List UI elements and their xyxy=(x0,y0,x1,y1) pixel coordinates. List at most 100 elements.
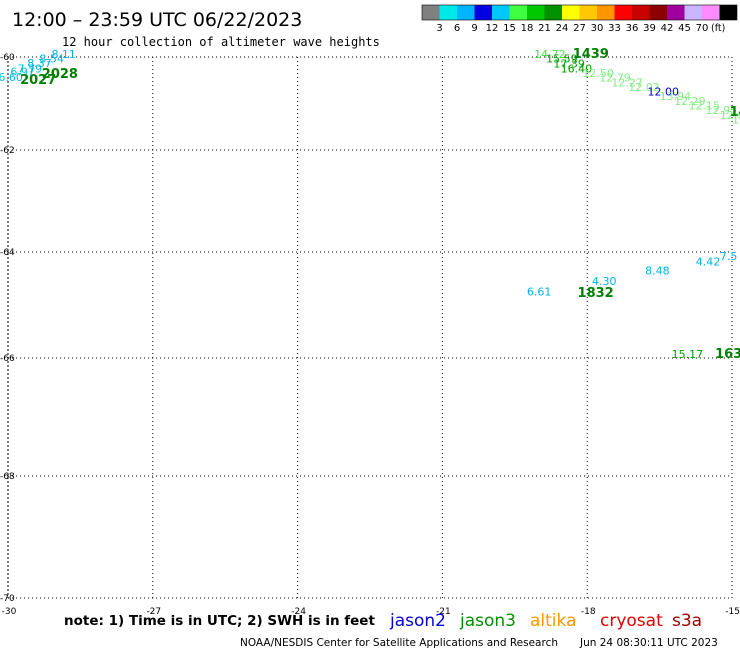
color-scale-label: 36 xyxy=(626,23,639,34)
color-scale-swatch xyxy=(719,5,737,20)
longitude-tick-label: -18 xyxy=(581,607,596,617)
wave-height-value: 17.39 xyxy=(553,58,585,71)
longitude-tick-label: -27 xyxy=(146,607,161,617)
color-scale-legend: 3 6 9 12 15 18 21 24 27 30 33 36 39 42 45 70 (ft) xyxy=(421,4,738,34)
wave-height-value: 12.00 xyxy=(648,86,680,99)
color-scale-swatch xyxy=(614,5,632,20)
color-scale-swatch xyxy=(527,5,545,20)
color-scale-swatch xyxy=(422,5,440,20)
latitude-tick-label: -60 xyxy=(0,53,15,63)
color-scale-swatch xyxy=(439,5,457,20)
color-scale-label: 24 xyxy=(556,23,569,34)
map-plot-area: -30 -27 -24 -21 -18 -15 -60 -62 -64 -66 -68 -70 8.… xyxy=(0,47,740,617)
wave-height-value: 6.60 xyxy=(0,71,23,84)
pass-time-label: 2028 xyxy=(42,67,78,82)
wave-height-value: 6.97 xyxy=(10,66,35,79)
color-scale-swatch xyxy=(492,5,510,20)
satellite-legend-entry: jason3 xyxy=(459,611,516,631)
map-title: 12:00 – 23:59 UTC 06/22/2023 xyxy=(12,9,302,31)
wave-height-value: 8.48 xyxy=(645,264,670,277)
pass-time-label: 2027 xyxy=(20,73,56,88)
latitude-tick-label: -70 xyxy=(0,594,15,604)
color-scale-swatch xyxy=(597,5,615,20)
wave-height-value: 12.79 xyxy=(599,72,631,85)
longitude-tick-label: -30 xyxy=(2,607,17,617)
satellite-legend-entry: cryosat xyxy=(600,611,663,631)
map-frame xyxy=(7,56,733,599)
satellite-legend-entry: altika xyxy=(530,611,577,631)
wave-height-value: 6.61 xyxy=(527,285,552,298)
color-scale-swatch xyxy=(649,5,667,20)
color-scale-swatch xyxy=(457,5,475,20)
color-scale-label: 45 xyxy=(678,23,691,34)
color-scale-swatch xyxy=(562,5,580,20)
color-scale-swatch xyxy=(544,5,562,20)
color-scale-label: 39 xyxy=(643,23,656,34)
wave-height-value: 12.02 xyxy=(628,81,660,94)
generated-timestamp: Jun 24 08:30:11 UTC 2023 xyxy=(579,637,718,649)
wave-height-value: 12.29 xyxy=(674,95,706,108)
satellite-legend-entry: s3a xyxy=(672,611,702,631)
wave-height-value: 15.17 xyxy=(672,348,704,361)
lat-lon-grid xyxy=(7,56,733,599)
color-scale-label: 18 xyxy=(521,23,534,34)
latitude-tick-labels: -60 -62 -64 -66 -68 -70 xyxy=(0,53,15,604)
longitude-tick-label: -15 xyxy=(725,607,740,617)
wave-height-value: 4.42 xyxy=(696,255,721,268)
latitude-tick-label: -64 xyxy=(0,248,15,258)
color-scale-label: 30 xyxy=(591,23,604,34)
wave-height-value: 4.30 xyxy=(592,275,617,288)
color-scale-swatch xyxy=(667,5,685,20)
map-subtitle: 12 hour collection of altimeter wave hei… xyxy=(62,35,380,49)
pass-time-label: 1439 xyxy=(573,47,609,62)
longitude-tick-labels: -30 -27 -24 -21 -18 -15 xyxy=(2,607,740,617)
latitude-tick-label: -68 xyxy=(0,472,15,482)
latitude-tick-label: -62 xyxy=(0,146,15,156)
pass-time-label: 1636 xyxy=(715,347,740,362)
color-scale-label: 9 xyxy=(471,23,477,34)
wave-height-value: 8.54 xyxy=(39,53,64,66)
color-scale-swatch xyxy=(579,5,597,20)
wave-height-value: 12.50 xyxy=(582,67,614,80)
color-scale-label: 70 xyxy=(696,23,709,34)
color-scale-label: 33 xyxy=(608,23,621,34)
color-scale-swatch xyxy=(684,5,702,20)
wave-height-value: 13 xyxy=(732,113,740,126)
color-scale-swatch xyxy=(702,5,720,20)
wave-height-value: 12.95 xyxy=(705,104,737,117)
color-scale-swatch xyxy=(474,5,492,20)
longitude-tick-label: -21 xyxy=(436,607,451,617)
satellite-legend: jason2 jason3 altika cryosat s3a xyxy=(389,611,702,631)
wave-height-observations: 8.118.548.377.796.976.6014.7215.5917.391… xyxy=(0,48,740,361)
color-scale-border xyxy=(421,4,738,21)
color-scale-swatch xyxy=(632,5,650,20)
wave-height-value: 13.94 xyxy=(660,90,692,103)
color-scale-label: 21 xyxy=(538,23,551,34)
wave-height-value: 15.59 xyxy=(546,53,578,66)
satellite-legend-entry: jason2 xyxy=(389,611,446,631)
pass-time-label: 1832 xyxy=(578,286,614,301)
longitude-tick-label: -24 xyxy=(291,607,306,617)
wave-height-value: 7.79 xyxy=(18,62,43,75)
color-scale-label: 15 xyxy=(503,23,516,34)
wave-height-value: 16.40 xyxy=(561,62,593,75)
pass-time-label: 1440 xyxy=(730,105,740,120)
credit-text: NOAA/NESDIS Center for Satellite Applica… xyxy=(240,637,558,649)
color-scale-label: 27 xyxy=(573,23,586,34)
wave-height-value: 8.37 xyxy=(27,57,52,70)
wave-height-value: 12.01 xyxy=(720,109,740,122)
wave-height-value: 12.27 xyxy=(611,76,643,89)
color-scale-swatch xyxy=(509,5,527,20)
wave-height-value: 8.11 xyxy=(51,48,76,61)
color-scale-label: 12 xyxy=(486,23,499,34)
color-scale-label: 42 xyxy=(661,23,674,34)
wave-height-value: 7.5 xyxy=(720,250,738,263)
wave-height-value: 14.72 xyxy=(534,48,566,61)
color-scale-label: 6 xyxy=(454,23,460,34)
color-scale-label: 3 xyxy=(436,23,442,34)
color-scale-unit: (ft) xyxy=(711,23,725,34)
latitude-tick-label: -66 xyxy=(0,354,15,364)
footer-note: note: 1) Time is in UTC; 2) SWH is in fe… xyxy=(64,613,375,629)
